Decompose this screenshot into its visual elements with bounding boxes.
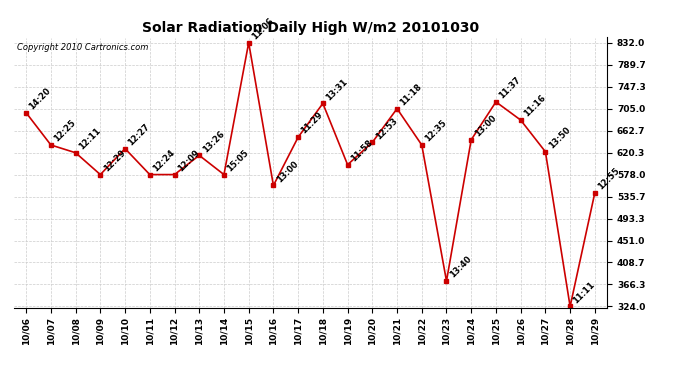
Text: 12:25: 12:25	[52, 118, 78, 144]
Text: 13:00: 13:00	[275, 159, 300, 184]
Text: 12:55: 12:55	[596, 166, 622, 191]
Text: 14:20: 14:20	[28, 86, 53, 111]
Text: 15:05: 15:05	[226, 148, 250, 173]
Text: 13:40: 13:40	[448, 255, 473, 280]
Text: 13:50: 13:50	[546, 125, 572, 150]
Text: 11:18: 11:18	[398, 82, 424, 107]
Title: Solar Radiation Daily High W/m2 20101030: Solar Radiation Daily High W/m2 20101030	[142, 21, 479, 35]
Text: 13:26: 13:26	[201, 129, 226, 154]
Text: 12:53: 12:53	[374, 116, 399, 141]
Text: 13:31: 13:31	[324, 77, 349, 102]
Text: 12:09: 12:09	[176, 148, 201, 173]
Text: 11:37: 11:37	[497, 75, 522, 100]
Text: 12:11: 12:11	[77, 126, 102, 152]
Text: 12:29: 12:29	[101, 148, 127, 173]
Text: 11:58: 11:58	[349, 138, 374, 164]
Text: 12:24: 12:24	[151, 148, 177, 173]
Text: 12:35: 12:35	[423, 118, 448, 144]
Text: 11:16: 11:16	[522, 93, 547, 118]
Text: Copyright 2010 Cartronics.com: Copyright 2010 Cartronics.com	[17, 43, 148, 52]
Text: 11:11: 11:11	[571, 280, 597, 305]
Text: 12:27: 12:27	[126, 122, 152, 147]
Text: 13:00: 13:00	[473, 113, 497, 138]
Text: 11:29: 11:29	[299, 111, 325, 136]
Text: 11:06: 11:06	[250, 16, 275, 41]
